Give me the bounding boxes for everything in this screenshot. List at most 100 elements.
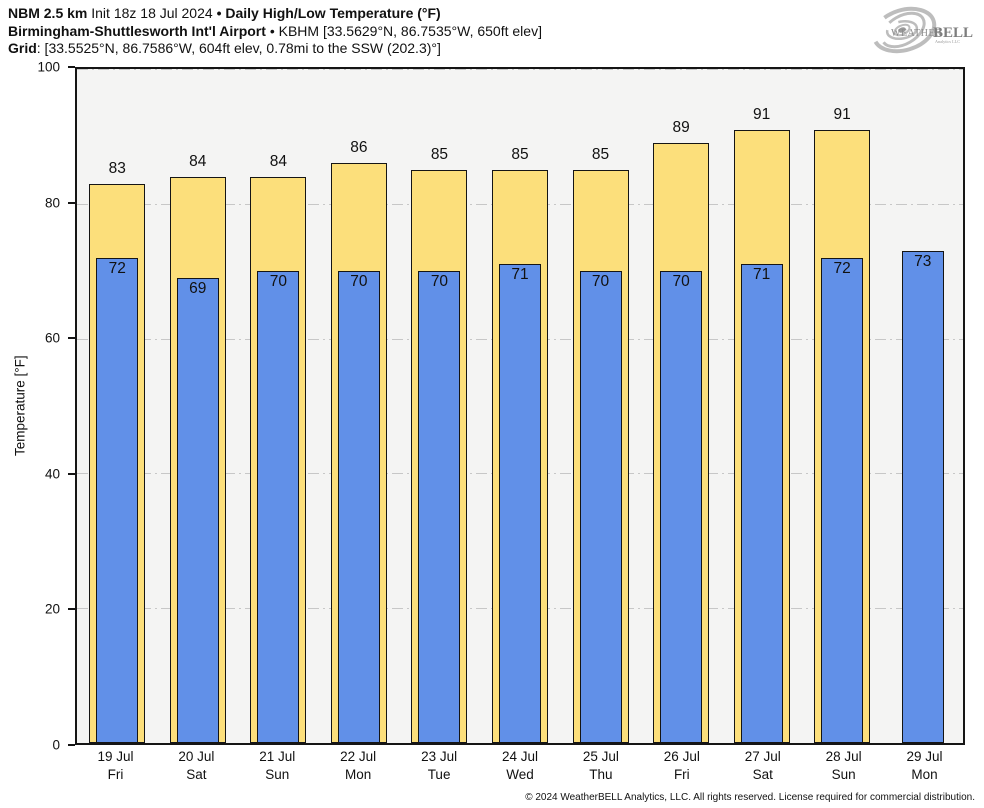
low-temp-value: 72 [108,259,126,277]
bar-group: 89 70 [641,69,722,743]
high-temp-value: 85 [511,146,529,164]
logo-text-bell: BELL [933,25,973,41]
y-tick-label: 20 [44,601,60,617]
y-tick-label: 60 [44,330,60,346]
x-tick-label: 20 Jul Sat [156,748,237,784]
x-tick-date: 23 Jul [421,749,458,764]
x-tick-day: Thu [589,767,613,782]
x-tick-day: Fri [673,767,690,782]
title-line-2: Birmingham-Shuttlesworth Int'l Airport •… [8,23,542,41]
x-tick-label: 25 Jul Thu [560,748,641,784]
bar-group: 83 72 [77,69,158,743]
low-temp-bar: 71 [498,264,541,743]
x-tick-label: 23 Jul Tue [399,748,480,784]
x-tick-day: Sun [265,767,290,782]
copyright-notice: © 2024 WeatherBELL Analytics, LLC. All r… [525,792,975,803]
x-tick-label: 24 Jul Wed [480,748,561,784]
low-temp-value: 71 [753,266,771,284]
station-name: Birmingham-Shuttlesworth Int'l Airport [8,22,266,39]
high-temp-value: 91 [833,105,851,123]
title-line-1: NBM 2.5 km Init 18z 18 Jul 2024 • Daily … [8,5,542,23]
x-tick-date: 27 Jul [744,749,781,764]
high-temp-value: 84 [189,152,207,170]
y-tick-mark [68,66,75,68]
y-tick-mark [68,337,75,340]
weatherbell-logo: Weather BELL Analytics LLC [866,3,978,57]
bar-group: 84 69 [158,69,239,743]
x-tick-day: Sun [831,767,856,782]
gridline [77,69,963,70]
low-temp-bar: 71 [740,264,783,743]
high-temp-value: 83 [108,159,126,177]
x-tick-date: 28 Jul [825,749,862,764]
bar-group: 84 70 [238,69,319,743]
low-temp-bar: 70 [418,271,461,743]
low-temp-value: 70 [430,273,449,291]
bar-group: 85 70 [399,69,480,743]
x-tick-day: Wed [506,767,534,782]
y-tick-label: 0 [52,737,60,753]
x-axis: 19 Jul Fri 20 Jul Sat 21 Jul Sun 22 Jul Mon 23 J… [75,748,965,788]
high-temp-value: 86 [350,139,368,157]
hurricane-swirl-icon: Weather BELL Analytics LLC [871,6,973,54]
y-tick-label: 40 [44,466,60,482]
low-temp-bar: 72 [821,257,864,743]
x-tick-day: Sat [752,767,773,782]
x-tick-label: 29 Jul Mon [884,748,965,784]
high-temp-value: 84 [269,152,287,170]
bar-group: 86 70 [319,69,400,743]
x-tick-label: 19 Jul Fri [75,748,156,784]
x-tick-date: 25 Jul [582,749,619,764]
x-tick-label: 22 Jul Mon [318,748,399,784]
title-line-3: Grid: [33.5525°N, 86.7586°W, 604ft elev,… [8,40,542,58]
y-tick-label: 100 [37,59,60,75]
x-tick-label: 21 Jul Sun [237,748,318,784]
x-tick-day: Mon [911,767,938,782]
low-temp-value: 70 [672,273,690,291]
product-name: Daily High/Low Temperature (°F) [225,5,441,21]
y-tick-mark [68,608,75,611]
y-tick-mark [68,472,75,475]
grid-label: Grid [8,40,37,56]
low-temp-value: 70 [350,273,368,291]
y-tick-label: 80 [44,195,60,211]
low-temp-value: 73 [914,252,932,270]
bar-group: 91 71 [721,69,802,743]
low-temp-bar: 70 [257,271,300,743]
high-temp-value: 89 [672,119,690,137]
x-tick-date: 29 Jul [906,749,943,764]
x-tick-date: 22 Jul [340,749,377,764]
low-temp-bar: 69 [176,277,219,743]
bullet-separator: • [216,5,222,21]
bullet-separator: • [269,22,275,39]
logo-subtitle: Analytics LLC [935,39,960,44]
x-tick-label: 27 Jul Sat [722,748,803,784]
grid-details: : [33.5525°N, 86.7586°W, 604ft elev, 0.7… [36,40,441,56]
high-temp-value: 85 [430,146,449,164]
x-tick-label: 28 Jul Sun [803,748,884,784]
station-details: KBHM [33.5629°N, 86.7535°W, 650ft elev] [278,22,542,39]
x-tick-day: Fri [107,767,124,782]
low-temp-bar: 70 [337,271,380,743]
y-tick-mark [68,201,75,204]
low-temp-value: 72 [833,259,851,277]
x-tick-date: 26 Jul [663,749,700,764]
high-temp-value: 91 [753,105,771,123]
low-temp-bar: 72 [96,257,139,743]
low-temp-bar: 70 [579,271,622,743]
plot-area: 83 72 84 69 84 70 86 70 85 70 85 71 85 70 89 70 91 71 91 72… [75,67,965,745]
x-tick-day: Sat [186,767,207,782]
x-tick-day: Tue [427,767,451,782]
low-temp-value: 70 [269,273,287,291]
x-tick-date: 21 Jul [259,749,296,764]
x-tick-date: 24 Jul [501,749,538,764]
bar-group: 73 [882,69,963,743]
low-temp-bar: 73 [901,250,944,743]
logo-text-weather: Weather [891,28,942,39]
low-temp-bar: 70 [660,271,703,743]
y-tick-mark [68,744,75,746]
y-axis: 0 20 40 60 80 100 [0,60,75,753]
init-time: Init 18z 18 Jul 2024 [91,5,213,21]
x-tick-label: 26 Jul Fri [641,748,722,784]
